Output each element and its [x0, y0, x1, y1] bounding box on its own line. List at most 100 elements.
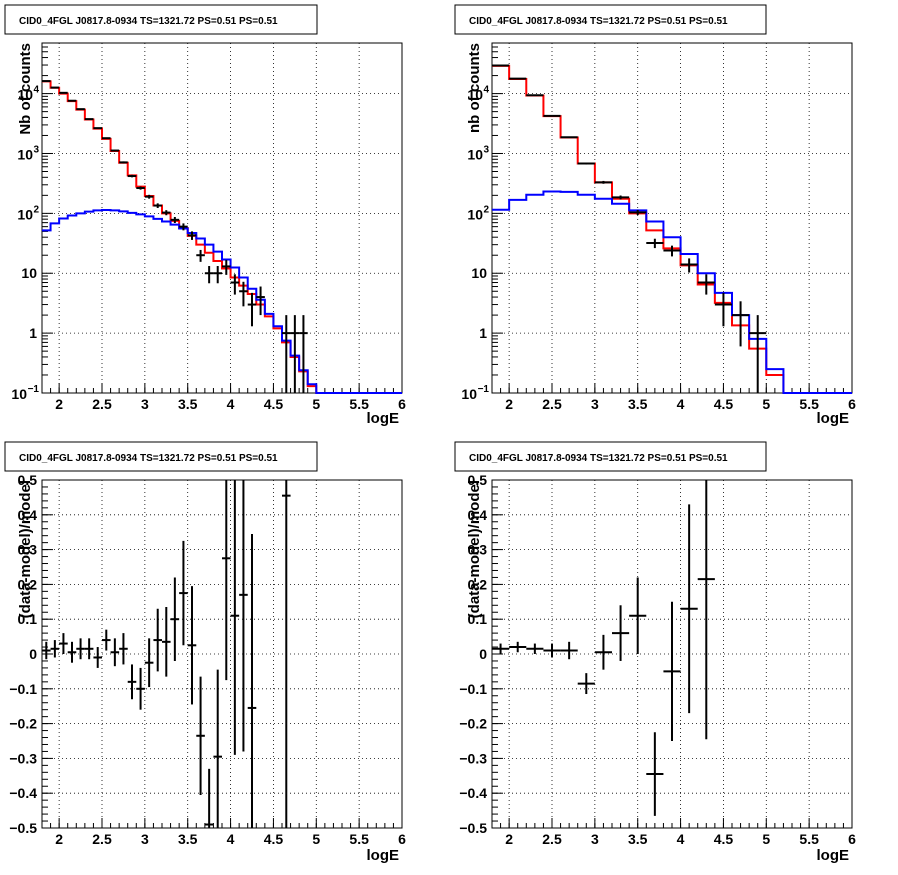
data-points	[492, 480, 715, 816]
x-tick-label: 5	[312, 831, 320, 847]
y-tick-label: −0.3	[9, 750, 37, 766]
y-tick-label: −0.1	[459, 681, 487, 697]
x-axis-label: logE	[367, 847, 400, 864]
y-tick-label: 0.4	[18, 507, 38, 523]
x-tick-label: 6	[398, 396, 406, 412]
y-tick-label: 10	[467, 206, 483, 222]
data-points	[42, 80, 308, 393]
y-tick-label: 1	[479, 325, 487, 341]
x-tick-label: 2	[505, 831, 513, 847]
x-tick-label: 3.5	[178, 396, 198, 412]
x-tick-label: 5	[762, 396, 770, 412]
y-tick-exponent: 4	[483, 85, 489, 96]
title-box	[454, 441, 767, 472]
x-tick-label: 4.5	[714, 396, 734, 412]
x-tick-label: 3.5	[178, 831, 198, 847]
y-tick-label: 10	[21, 265, 37, 281]
x-tick-label: 4.5	[264, 396, 284, 412]
x-tick-label: 6	[848, 831, 856, 847]
x-tick-label: 6	[398, 831, 406, 847]
y-tick-label: 10	[11, 386, 27, 402]
x-tick-label: 5.5	[799, 831, 819, 847]
y-tick-label: 0	[479, 646, 487, 662]
y-tick-label: 0.1	[18, 611, 38, 627]
x-tick-label: 4	[677, 396, 685, 412]
x-tick-label: 5.5	[349, 396, 369, 412]
x-tick-label: 3	[141, 396, 149, 412]
x-tick-label: 5	[762, 831, 770, 847]
y-tick-label: −0.4	[9, 785, 37, 801]
x-tick-label: 4	[227, 396, 235, 412]
y-tick-exponent: 3	[483, 144, 489, 155]
x-tick-label: 3.5	[628, 831, 648, 847]
y-tick-label: −0.3	[459, 750, 487, 766]
x-tick-label: 4.5	[264, 831, 284, 847]
y-tick-label: 0.5	[18, 472, 38, 488]
y-tick-label: −0.1	[9, 681, 37, 697]
y-tick-exponent: 2	[483, 204, 489, 215]
y-tick-label: 10	[467, 87, 483, 103]
y-tick-label: 10	[17, 206, 33, 222]
x-tick-label: 2.5	[542, 831, 562, 847]
y-tick-exponent: −1	[28, 384, 40, 395]
x-tick-label: 3	[591, 396, 599, 412]
x-axis-label: logE	[367, 410, 400, 427]
y-tick-label: 1	[29, 325, 37, 341]
y-tick-label: 10	[467, 146, 483, 162]
y-tick-label: −0.5	[459, 820, 487, 836]
x-tick-label: 5.5	[799, 396, 819, 412]
chart-title: CID0_4FGL J0817.8-0934 TS=1321.72 PS=0.5…	[469, 16, 728, 27]
x-axis-label: logE	[817, 847, 850, 864]
y-axis-label: (data-model)/model	[17, 480, 34, 618]
y-tick-label: 0.2	[18, 576, 38, 592]
x-tick-label: 2.5	[92, 396, 112, 412]
x-axis-label: logE	[817, 410, 850, 427]
plot-frame	[491, 42, 853, 394]
y-tick-label: 10	[461, 386, 477, 402]
y-tick-label: 0.1	[468, 611, 488, 627]
y-tick-label: 0.3	[468, 542, 488, 558]
y-tick-exponent: 4	[33, 85, 39, 96]
x-tick-label: 2.5	[92, 831, 112, 847]
x-tick-label: 4.5	[714, 831, 734, 847]
y-tick-label: −0.2	[9, 716, 37, 732]
data-points	[42, 480, 291, 828]
y-tick-label: 10	[17, 87, 33, 103]
title-box	[454, 4, 767, 35]
x-tick-label: 3.5	[628, 396, 648, 412]
histogram-step	[42, 208, 402, 394]
data-points	[492, 64, 767, 393]
x-tick-label: 5	[312, 396, 320, 412]
y-tick-exponent: −1	[478, 384, 490, 395]
chart-panel-3: 2 2.5 3 3.5 4 4.5 5 5.5 6 −0.5 −0.4 −0.3 −0.2 −0.1 0 0.…	[4, 441, 406, 864]
y-tick-label: 10	[17, 146, 33, 162]
y-tick-label: −0.5	[9, 820, 37, 836]
x-tick-label: 4	[677, 831, 685, 847]
x-tick-label: 3	[591, 831, 599, 847]
x-tick-label: 2	[55, 831, 63, 847]
y-axis-label: nb of counts	[466, 43, 483, 133]
y-tick-label: 0.2	[468, 576, 488, 592]
x-tick-label: 4	[227, 831, 235, 847]
x-tick-label: 6	[848, 396, 856, 412]
x-tick-label: 2.5	[542, 396, 562, 412]
y-tick-label: 0.5	[468, 472, 488, 488]
y-tick-label: 10	[471, 265, 487, 281]
chart-title: CID0_4FGL J0817.8-0934 TS=1321.72 PS=0.5…	[19, 16, 278, 27]
y-tick-label: 0	[29, 646, 37, 662]
chart-title: CID0_4FGL J0817.8-0934 TS=1321.72 PS=0.5…	[19, 453, 278, 464]
y-tick-label: 0.3	[18, 542, 38, 558]
y-tick-label: 0.4	[468, 507, 488, 523]
title-box	[4, 4, 318, 35]
histogram-step	[492, 190, 852, 394]
plot-frame	[41, 42, 403, 394]
y-tick-exponent: 2	[33, 204, 39, 215]
y-axis-label: (data-model)/model	[466, 480, 483, 618]
title-box	[4, 441, 318, 472]
x-tick-label: 5.5	[349, 831, 369, 847]
y-tick-exponent: 3	[33, 144, 39, 155]
x-tick-label: 2	[505, 396, 513, 412]
